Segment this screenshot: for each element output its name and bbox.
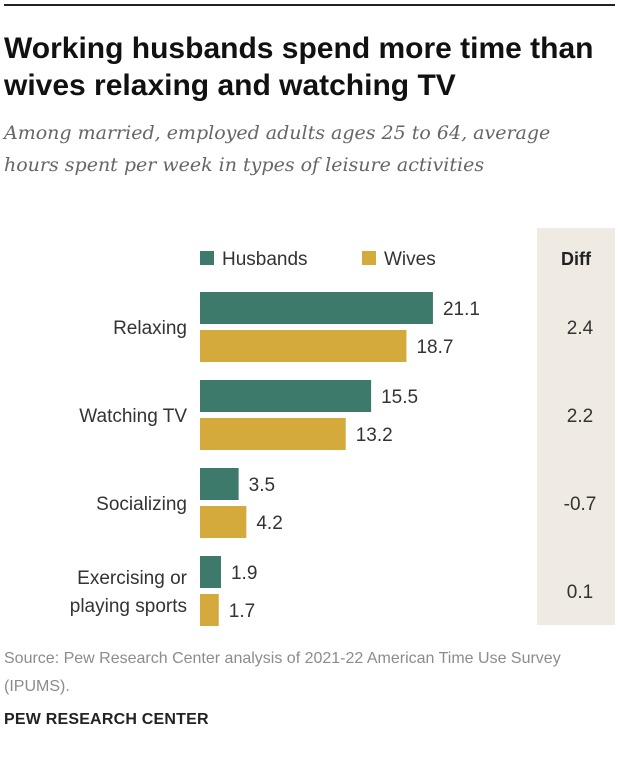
data-label-husbands: 21.1 [443, 299, 480, 320]
category-label: Watching TV [79, 406, 187, 427]
bar-husbands [200, 380, 372, 412]
bar-husbands [200, 468, 239, 500]
legend-label-husbands: Husbands [222, 249, 308, 270]
diff-value: -0.7 [564, 494, 597, 515]
category-label: Exercising or [77, 568, 187, 589]
legend-swatch-husbands [200, 251, 214, 265]
data-label-wives: 13.2 [356, 425, 393, 446]
legend-swatch-wives [362, 251, 376, 265]
diff-value: 0.1 [567, 582, 593, 603]
category-label: Socializing [96, 494, 187, 515]
category-label: Relaxing [113, 318, 187, 339]
chart-title: Working husbands spend more time than wi… [4, 32, 594, 102]
legend-label-wives: Wives [384, 249, 436, 270]
brand-logo-text: PEW RESEARCH CENTER [4, 711, 209, 728]
chart-svg: Diff Husbands Wives Relaxing 21.1 18.7 2.4 Watc… [70, 228, 615, 626]
diff-value: 2.4 [567, 318, 594, 339]
bar-wives [200, 506, 247, 538]
diff-header: Diff [561, 249, 592, 269]
chart-subtitle: Among married, employed adults ages 25 t… [4, 122, 551, 176]
diff-panel [537, 228, 615, 625]
data-label-husbands: 15.5 [381, 387, 418, 408]
data-label-husbands: 1.9 [231, 563, 257, 584]
bar-wives [200, 418, 346, 450]
bar-chart: Diff Husbands Wives Relaxing 21.1 18.7 2.4 Watc… [0, 228, 620, 648]
data-label-wives: 4.2 [256, 513, 282, 534]
top-rule [4, 4, 615, 6]
data-label-wives: 1.7 [229, 601, 255, 622]
bar-husbands [200, 556, 221, 588]
data-label-husbands: 3.5 [249, 475, 275, 496]
source-note: Source: Pew Research Center analysis of … [4, 650, 561, 695]
data-label-wives: 18.7 [416, 337, 453, 358]
bar-husbands [200, 292, 433, 324]
bar-wives [200, 594, 219, 626]
bar-wives [200, 330, 407, 362]
diff-value: 2.2 [567, 406, 593, 427]
category-label: playing sports [70, 596, 187, 617]
